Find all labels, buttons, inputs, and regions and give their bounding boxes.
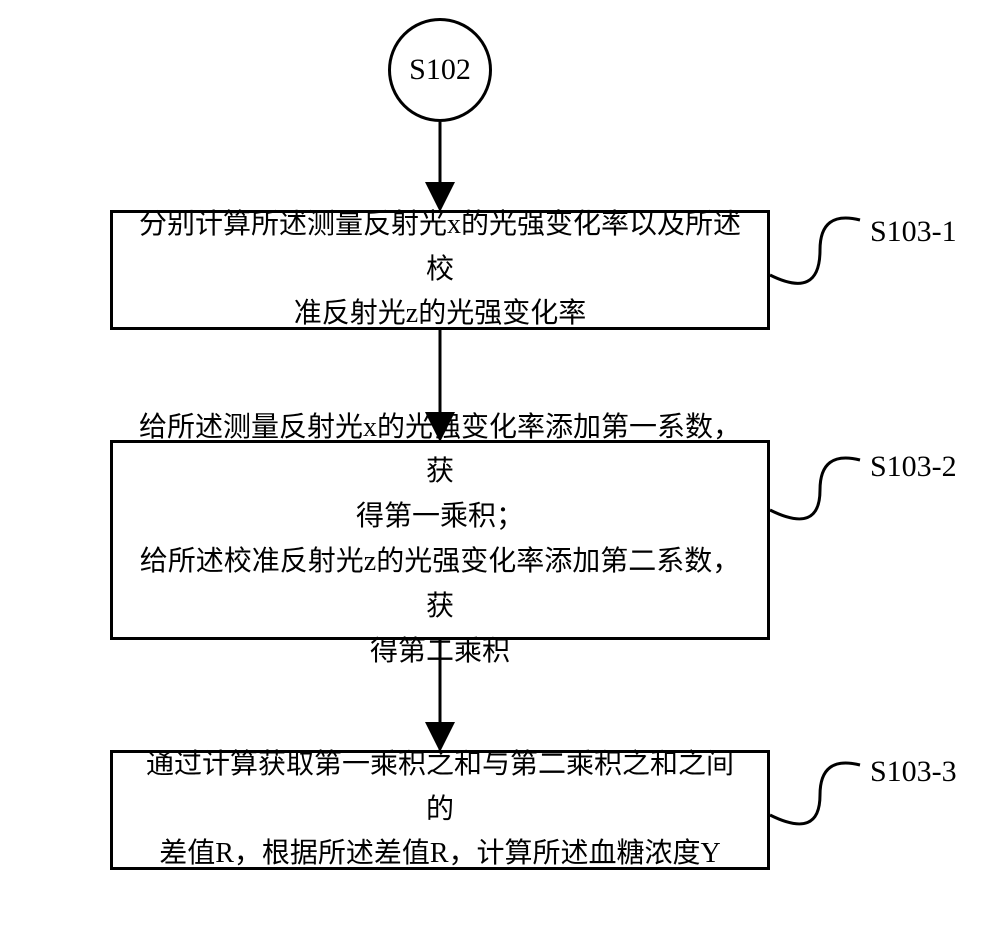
flow-step-text-line: 通过计算获取第一乘积之和与第二乘积之和之间的 bbox=[133, 743, 747, 833]
flow-step-S103-3: 通过计算获取第一乘积之和与第二乘积之和之间的差值R，根据所述差值R，计算所述血糖… bbox=[110, 750, 770, 870]
label-connector bbox=[770, 458, 860, 519]
flow-step-text-line: 得第二乘积 bbox=[370, 630, 510, 675]
start-node: S102 bbox=[388, 18, 492, 122]
step-label-S103-2: S103-2 bbox=[870, 450, 957, 484]
flowchart-canvas: S102 分别计算所述测量反射光x的光强变化率以及所述校准反射光z的光强变化率给… bbox=[0, 0, 1000, 940]
label-connector bbox=[770, 763, 860, 824]
flow-step-text-line: 得第一乘积； bbox=[356, 495, 524, 540]
flow-step-text-line: 给所述测量反射光x的光强变化率添加第一系数，获 bbox=[133, 406, 747, 496]
step-label-S103-3: S103-3 bbox=[870, 755, 957, 789]
flow-step-S103-1: 分别计算所述测量反射光x的光强变化率以及所述校准反射光z的光强变化率 bbox=[110, 210, 770, 330]
label-connector bbox=[770, 218, 860, 283]
flow-step-text-line: 给所述校准反射光z的光强变化率添加第二系数，获 bbox=[133, 540, 747, 630]
flow-step-text-line: 差值R，根据所述差值R，计算所述血糖浓度Y bbox=[159, 832, 721, 877]
start-node-label: S102 bbox=[409, 53, 471, 87]
flow-step-S103-2: 给所述测量反射光x的光强变化率添加第一系数，获得第一乘积；给所述校准反射光z的光… bbox=[110, 440, 770, 640]
flow-step-text-line: 准反射光z的光强变化率 bbox=[294, 292, 586, 337]
flow-step-text-line: 分别计算所述测量反射光x的光强变化率以及所述校 bbox=[133, 203, 747, 293]
step-label-S103-1: S103-1 bbox=[870, 215, 957, 249]
